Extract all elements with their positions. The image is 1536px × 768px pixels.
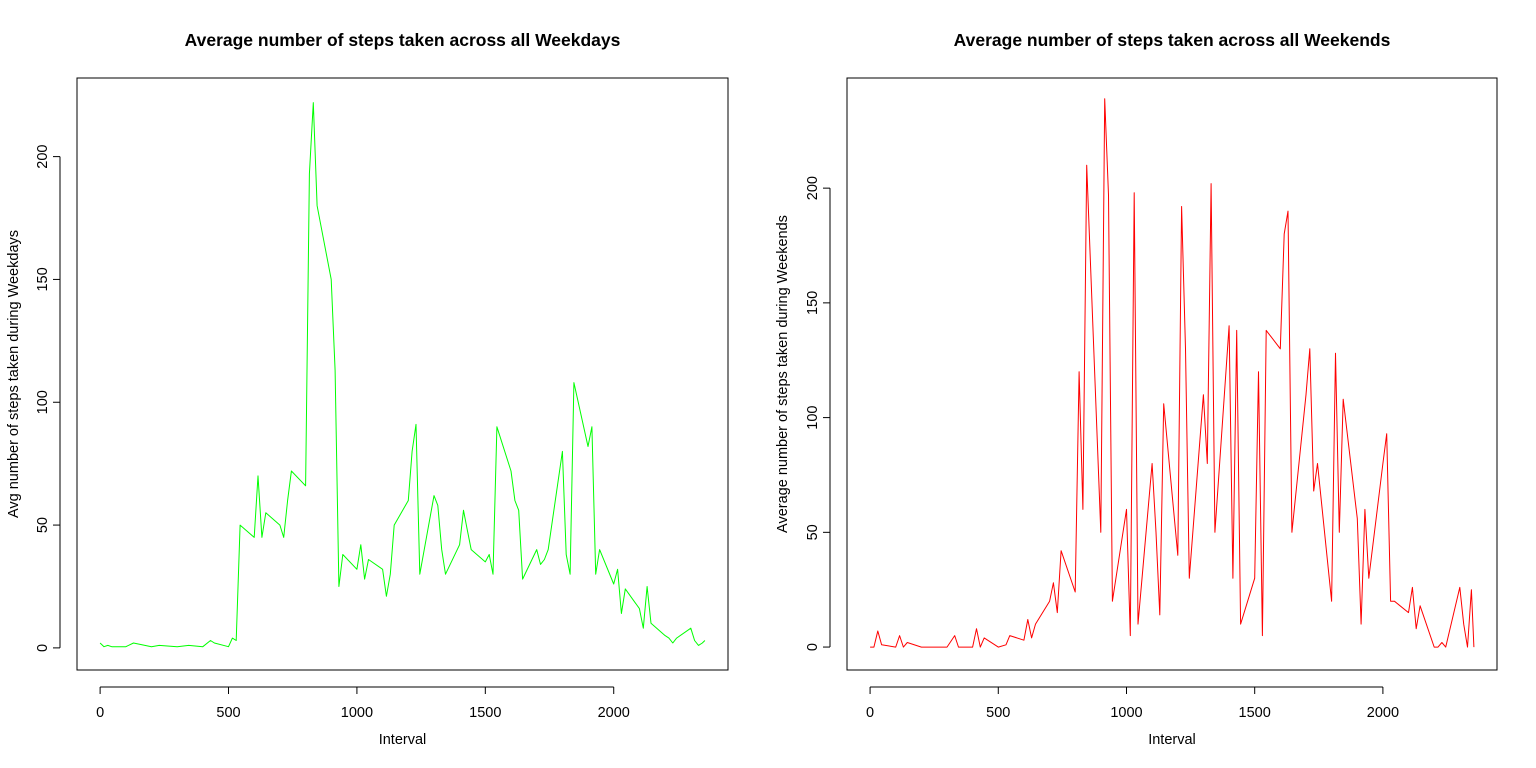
- x-tick-label: 1000: [341, 705, 373, 721]
- x-tick-label: 0: [96, 705, 104, 721]
- y-tick-label: 50: [805, 524, 821, 540]
- y-tick-label: 50: [35, 517, 51, 533]
- x-axis-label: Interval: [1148, 732, 1196, 748]
- y-tick-label: 0: [805, 643, 821, 651]
- chart-title: Average number of steps taken across all…: [954, 30, 1391, 50]
- plot-frame: [76, 77, 729, 671]
- chart-panel-1: Average number of steps taken across all…: [6, 30, 729, 748]
- y-axis-label: Average number of steps taken during Wee…: [775, 215, 791, 533]
- x-tick-label: 500: [216, 705, 240, 721]
- x-tick-label: 1500: [469, 705, 501, 721]
- x-axis-label: Interval: [379, 732, 427, 748]
- y-tick-label: 0: [35, 644, 51, 652]
- y-tick-label: 200: [35, 145, 51, 169]
- series-line: [870, 98, 1475, 648]
- series-line: [99, 102, 706, 648]
- x-tick-label: 500: [986, 705, 1010, 721]
- x-tick-label: 0: [866, 705, 874, 721]
- y-tick-label: 150: [35, 267, 51, 291]
- y-tick-label: 100: [805, 405, 821, 429]
- y-axis-label: Avg number of steps taken during Weekday…: [6, 230, 22, 518]
- plot-frame: [846, 77, 1498, 671]
- chart-title: Average number of steps taken across all…: [185, 30, 621, 50]
- y-tick-label: 100: [35, 390, 51, 414]
- x-tick-label: 2000: [598, 705, 630, 721]
- y-tick-label: 150: [805, 291, 821, 315]
- x-tick-label: 1000: [1110, 705, 1142, 721]
- x-tick-label: 2000: [1367, 705, 1399, 721]
- chart-panel-2: Average number of steps taken across all…: [775, 30, 1498, 748]
- y-tick-label: 200: [805, 176, 821, 200]
- x-tick-label: 1500: [1239, 705, 1271, 721]
